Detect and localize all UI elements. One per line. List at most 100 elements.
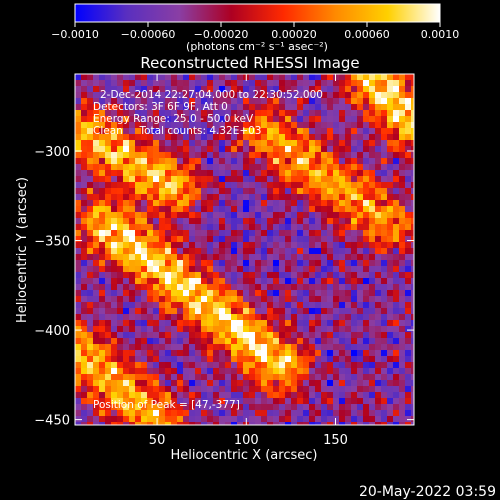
heatmap-cell bbox=[177, 380, 184, 387]
heatmap-cell bbox=[333, 254, 340, 261]
heatmap-cell bbox=[147, 392, 154, 399]
heatmap-cell bbox=[135, 212, 142, 219]
heatmap-cell bbox=[207, 188, 214, 195]
heatmap-cell bbox=[231, 98, 238, 105]
heatmap-cell bbox=[81, 368, 88, 375]
heatmap-cell bbox=[291, 296, 298, 303]
heatmap-cell bbox=[219, 116, 226, 123]
heatmap-cell bbox=[309, 92, 316, 99]
heatmap-cell bbox=[237, 386, 244, 393]
heatmap-cell bbox=[195, 278, 202, 285]
heatmap-cell bbox=[147, 326, 154, 333]
heatmap-cell bbox=[333, 200, 340, 207]
heatmap-cell bbox=[147, 416, 154, 423]
heatmap-cell bbox=[273, 260, 280, 267]
heatmap-cell bbox=[171, 374, 178, 381]
heatmap-cell bbox=[117, 182, 124, 189]
heatmap-cell bbox=[351, 164, 358, 171]
heatmap-cell bbox=[177, 218, 184, 225]
heatmap-cell bbox=[165, 326, 172, 333]
heatmap-cell bbox=[333, 314, 340, 321]
heatmap-cell bbox=[237, 116, 244, 123]
heatmap-cell bbox=[327, 272, 334, 279]
heatmap-cell bbox=[279, 188, 286, 195]
heatmap-cell bbox=[243, 278, 250, 285]
heatmap-cell bbox=[123, 212, 130, 219]
heatmap-cell bbox=[153, 176, 160, 183]
heatmap-cell bbox=[351, 122, 358, 129]
heatmap-cell bbox=[291, 116, 298, 123]
heatmap-cell bbox=[201, 194, 208, 201]
heatmap-cell bbox=[291, 302, 298, 309]
heatmap-cell bbox=[171, 164, 178, 171]
heatmap-cell bbox=[333, 326, 340, 333]
heatmap-cell bbox=[297, 338, 304, 345]
heatmap-cell bbox=[141, 80, 148, 87]
heatmap-cell bbox=[351, 344, 358, 351]
heatmap-cell bbox=[267, 260, 274, 267]
heatmap-cell bbox=[213, 158, 220, 165]
heatmap-cell bbox=[105, 182, 112, 189]
heatmap-cell bbox=[153, 164, 160, 171]
heatmap-cell bbox=[309, 122, 316, 129]
heatmap-cell bbox=[399, 266, 406, 273]
heatmap-cell bbox=[75, 254, 82, 261]
heatmap-cell bbox=[153, 266, 160, 273]
heatmap-cell bbox=[183, 266, 190, 273]
heatmap-cell bbox=[129, 380, 136, 387]
heatmap-cell bbox=[147, 278, 154, 285]
heatmap-cell bbox=[357, 338, 364, 345]
heatmap-cell bbox=[393, 380, 400, 387]
heatmap-cell bbox=[105, 284, 112, 291]
annotation-detectors: Detectors: 3F 6F 9F, Att 0 bbox=[93, 101, 228, 113]
heatmap-cell bbox=[255, 404, 262, 411]
heatmap-cell bbox=[315, 326, 322, 333]
heatmap-cell bbox=[177, 332, 184, 339]
heatmap-cell bbox=[147, 308, 154, 315]
heatmap-cell bbox=[375, 224, 382, 231]
heatmap-cell bbox=[375, 164, 382, 171]
heatmap-cell bbox=[141, 98, 148, 105]
heatmap-cell bbox=[189, 86, 196, 93]
heatmap-cell bbox=[153, 92, 160, 99]
heatmap-cell bbox=[93, 380, 100, 387]
heatmap-cell bbox=[399, 116, 406, 123]
heatmap-cell bbox=[165, 92, 172, 99]
heatmap-cell bbox=[393, 194, 400, 201]
heatmap-cell bbox=[219, 404, 226, 411]
heatmap-cell bbox=[405, 260, 412, 267]
heatmap-cell bbox=[135, 230, 142, 237]
heatmap-cell bbox=[345, 242, 352, 249]
heatmap-cell bbox=[123, 146, 130, 153]
heatmap-cell bbox=[87, 284, 94, 291]
heatmap-cell bbox=[357, 386, 364, 393]
heatmap-cell bbox=[363, 176, 370, 183]
heatmap-cell bbox=[177, 242, 184, 249]
heatmap-cell bbox=[399, 392, 406, 399]
heatmap-cell bbox=[141, 200, 148, 207]
heatmap-cell bbox=[393, 80, 400, 87]
heatmap-cell bbox=[165, 218, 172, 225]
heatmap-cell bbox=[375, 104, 382, 111]
heatmap-cell bbox=[303, 398, 310, 405]
heatmap-cell bbox=[303, 116, 310, 123]
heatmap-cell bbox=[135, 188, 142, 195]
heatmap-cell bbox=[351, 416, 358, 423]
heatmap-cell bbox=[393, 344, 400, 351]
heatmap-cell bbox=[81, 398, 88, 405]
heatmap-cell bbox=[105, 104, 112, 111]
heatmap-cell bbox=[75, 410, 82, 417]
heatmap-cell bbox=[243, 80, 250, 87]
heatmap-cell bbox=[219, 194, 226, 201]
heatmap-cell bbox=[303, 374, 310, 381]
heatmap-cell bbox=[219, 302, 226, 309]
heatmap-cell bbox=[387, 236, 394, 243]
heatmap-cell bbox=[207, 392, 214, 399]
heatmap-cell bbox=[225, 206, 232, 213]
heatmap-cell bbox=[75, 362, 82, 369]
heatmap-cell bbox=[411, 356, 414, 363]
heatmap-cell bbox=[393, 350, 400, 357]
heatmap-cell bbox=[87, 314, 94, 321]
heatmap-cell bbox=[249, 146, 256, 153]
heatmap-cell bbox=[369, 242, 376, 249]
